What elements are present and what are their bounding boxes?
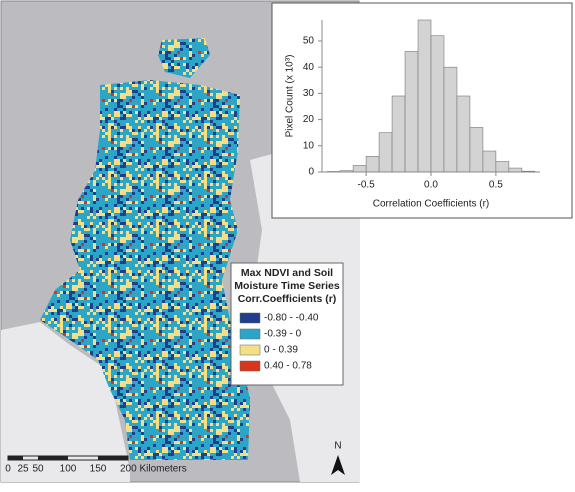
legend-label: -0.39 - 0 [264, 329, 302, 340]
y-axis-label: Pixel Count (x 10³) [285, 55, 296, 138]
island [158, 38, 210, 78]
bar [365, 155, 380, 173]
bar [482, 150, 497, 173]
legend: Max NDVI and Soil Moisture Time Series C… [230, 262, 344, 386]
scale-segment [8, 456, 23, 460]
bar [430, 35, 445, 173]
bar [495, 161, 510, 173]
legend-title: Corr.Coefficients (r) [238, 293, 337, 305]
north-arrow: N [331, 441, 345, 475]
bar [391, 95, 406, 173]
legend-label: -0.80 - -0.40 [264, 313, 319, 324]
y-tick-label: 40 [303, 62, 315, 73]
bar [404, 51, 419, 173]
y-tick-label: 0 [308, 167, 314, 178]
bar [469, 127, 484, 173]
x-tick-label: -0.5 [358, 180, 376, 191]
legend-label: 0.40 - 0.78 [264, 361, 312, 372]
legend-title: Moisture Time Series [234, 280, 340, 292]
north-label: N [334, 441, 341, 452]
bar [417, 19, 432, 173]
scale-segment [98, 456, 128, 460]
legend-swatch [239, 360, 261, 372]
legend-title: Max NDVI and Soil [241, 267, 333, 279]
legend-swatch [239, 344, 261, 356]
x-tick-label: 0.0 [424, 180, 438, 191]
bar [456, 95, 471, 173]
legend-swatch [239, 312, 261, 324]
legend-swatch [239, 328, 261, 340]
bar [443, 66, 458, 173]
scale-label: 50 [32, 464, 44, 475]
y-tick-label: 10 [303, 140, 315, 151]
land [1, 322, 130, 482]
legend-label: 0 - 0.39 [264, 345, 298, 356]
scale-bar: 0 25 50 100 150 200 Kilometers [5, 455, 187, 475]
scale-segment [38, 456, 68, 460]
scale-label: 150 [90, 464, 107, 475]
scale-label: 0 [5, 464, 11, 475]
bar [352, 165, 367, 173]
north-arrow-head [331, 455, 345, 475]
peninsula [40, 80, 250, 460]
bar [508, 167, 523, 173]
x-axis-label: Correlation Coefficients (r) [373, 199, 490, 210]
y-tick-label: 30 [303, 88, 315, 99]
scale-label: 100 [60, 464, 77, 475]
bar [378, 132, 393, 173]
scale-label: 25 [17, 464, 29, 475]
y-tick-label: 20 [303, 114, 315, 125]
y-tick-label: 50 [303, 36, 315, 47]
scale-label: 200 Kilometers [120, 464, 187, 475]
x-tick-label: 0.5 [489, 180, 503, 191]
